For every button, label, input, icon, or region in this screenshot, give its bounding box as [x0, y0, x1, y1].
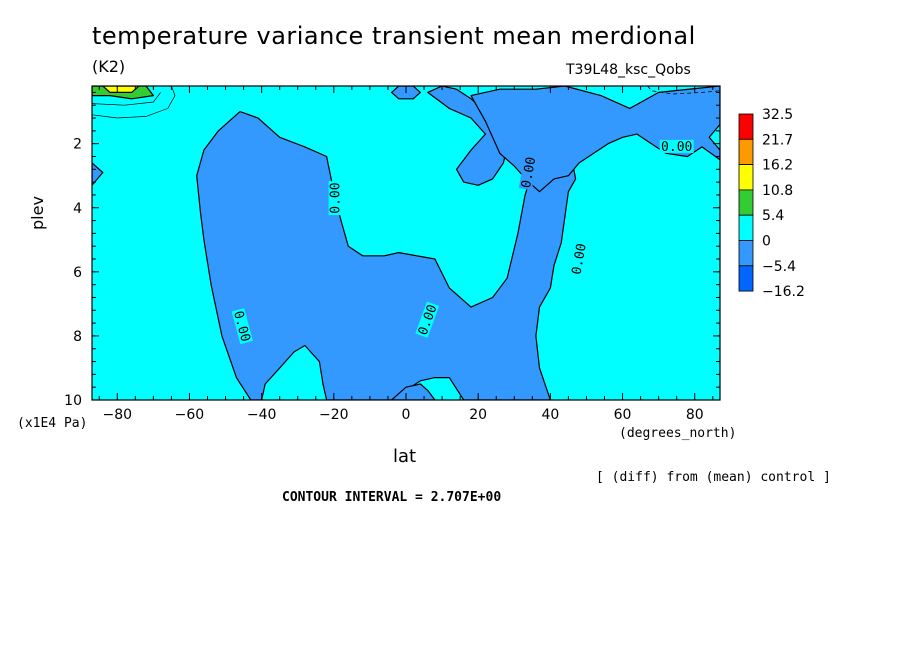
colorbar-label: 10.8 — [762, 183, 793, 199]
axes: −80 −60 −40 −20 0 20 40 60 80 2 4 6 8 10 — [64, 85, 721, 423]
y-tick-label: 4 — [73, 201, 82, 217]
x-tick-label: 20 — [469, 407, 487, 423]
central-negative-region — [196, 110, 577, 400]
northern-negative-region — [427, 86, 508, 186]
y-axis-unit: (x1E4 Pa) — [17, 416, 88, 431]
y-tick-label: 8 — [73, 329, 82, 345]
x-tick-label: 80 — [686, 407, 704, 423]
contour-label: 0.00 — [519, 156, 539, 189]
colorbar-label: −5.4 — [762, 259, 796, 275]
colorbar-swatch — [738, 214, 754, 241]
contour-label: 0.00 — [570, 242, 590, 275]
colorbar-label: 21.7 — [762, 132, 793, 148]
x-tick-label: −60 — [175, 407, 205, 423]
colorbar-swatch — [738, 189, 754, 216]
units-label: (K2) — [92, 57, 126, 76]
colorbar-label: 16.2 — [762, 158, 793, 174]
contour-label: 0.00 — [329, 182, 344, 213]
x-tick-label: −80 — [102, 407, 132, 423]
contour-interval-text: CONTOUR INTERVAL = 2.707E+00 — [282, 490, 502, 505]
chart-title: temperature variance transient mean merd… — [92, 22, 696, 50]
contour-label: 0.00 — [661, 140, 692, 155]
x-tick-label: −40 — [247, 407, 277, 423]
positive-contour-line — [92, 86, 176, 119]
y-tick-label: 2 — [73, 137, 82, 153]
y-tick-label: 10 — [64, 393, 82, 409]
colorbar-label: 5.4 — [762, 208, 784, 224]
x-tick-label: 0 — [402, 407, 411, 423]
colorbar-swatch — [738, 164, 754, 191]
colorbar-swatch — [738, 240, 754, 267]
x-tick-label: −20 — [319, 407, 349, 423]
colorbar-label: 32.5 — [762, 107, 793, 123]
y-tick-label: 6 — [73, 265, 82, 281]
colorbar-swatch — [738, 265, 754, 292]
colorbar-legend: 32.5 21.7 16.2 10.8 5.4 0 −5.4 −16.2 — [738, 107, 805, 300]
x-axis-unit: (degrees_north) — [619, 426, 737, 441]
x-tick-label: 40 — [541, 407, 559, 423]
diff-note: [ (diff) from (mean) control ] — [596, 470, 831, 485]
x-axis-label: lat — [393, 446, 417, 467]
y-axis-label: plev — [28, 196, 47, 230]
cap-yellow-region — [102, 86, 140, 94]
contour-regions: 0.000.00 0.000.000.000.00 — [92, 86, 720, 400]
colorbar-swatch — [738, 138, 754, 166]
colorbar-swatch — [738, 113, 754, 140]
colorbar-label: −16.2 — [762, 284, 805, 300]
run-label: T39L48_ksc_Qobs — [566, 62, 691, 78]
x-tick-label: 60 — [614, 407, 632, 423]
edge-negative-region — [92, 162, 104, 186]
colorbar-label: 0 — [762, 234, 771, 250]
plot-area: 0.000.00 0.000.000.000.00 — [92, 86, 720, 400]
positive-contour-line — [92, 92, 161, 106]
